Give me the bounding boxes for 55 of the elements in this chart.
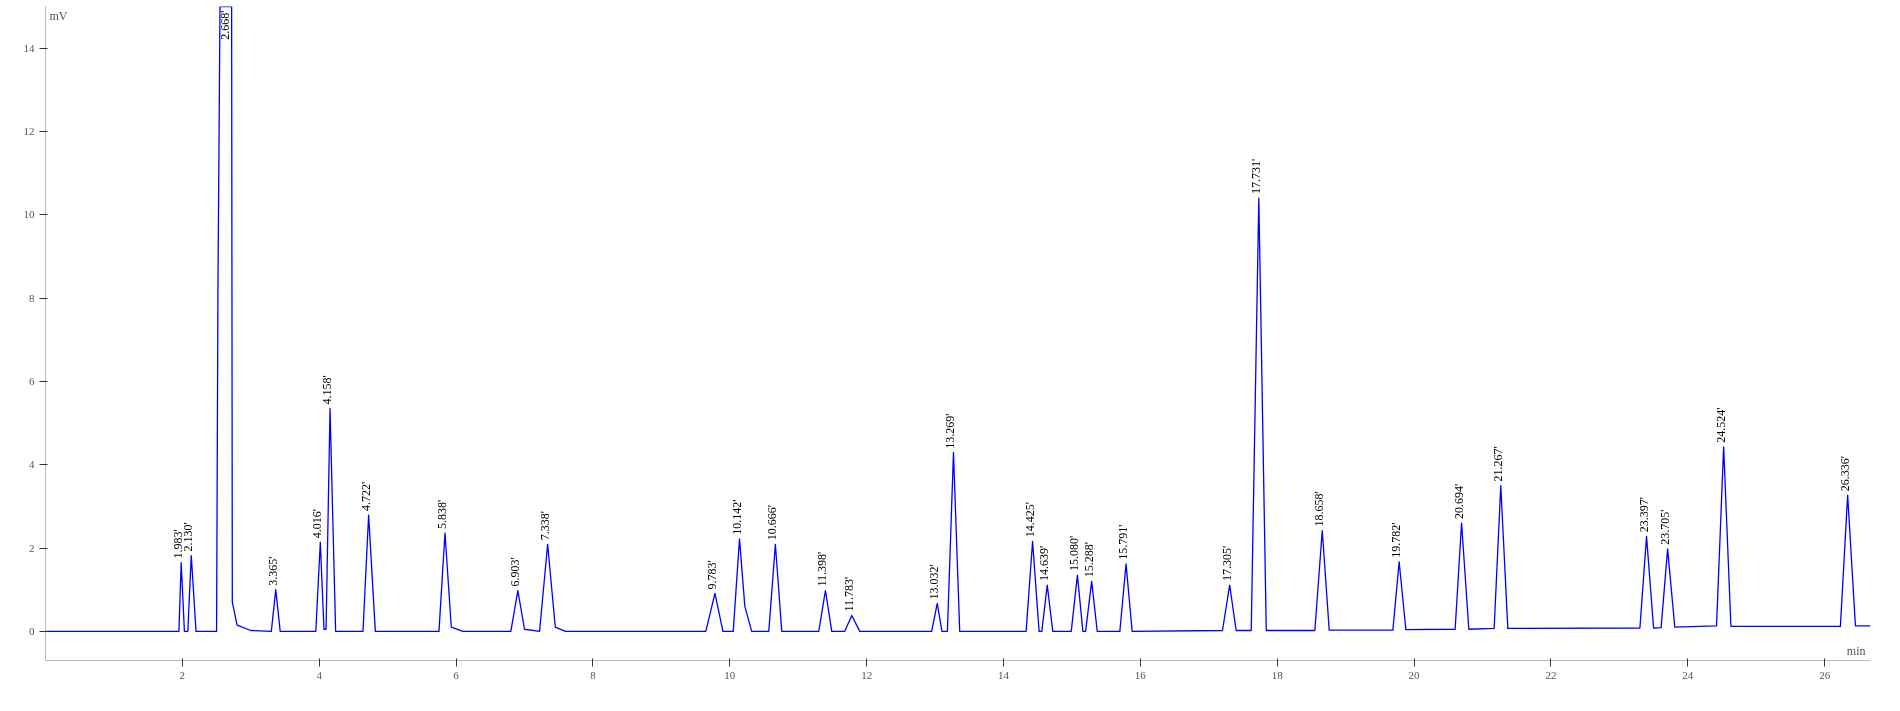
- annotation: 19.782': [1389, 522, 1404, 558]
- annotation: 26.336': [1837, 455, 1852, 492]
- annotation: 14.639': [1037, 545, 1052, 582]
- annotation: 5.838': [434, 499, 449, 530]
- annotation: 4.016': [310, 509, 325, 539]
- annotation: 11.783': [841, 576, 856, 612]
- y-tick-label: 2: [29, 541, 35, 554]
- annotation: 23.705': [1657, 509, 1672, 545]
- annotation: 17.731': [1248, 158, 1263, 195]
- annotation: 14.425': [1022, 502, 1037, 538]
- x-tick-label: 26: [1819, 668, 1831, 681]
- x-tick-label: 10: [724, 668, 736, 681]
- annotation: 4.722': [358, 481, 373, 512]
- y-tick-label: 12: [23, 124, 35, 137]
- y-axis-title: mV: [49, 8, 68, 23]
- x-tick-label: 2: [179, 668, 186, 681]
- annotation: 13.269': [943, 413, 958, 449]
- annotation: 15.791': [1116, 524, 1131, 560]
- x-tick-label: 12: [861, 668, 873, 681]
- y-tick-label: 8: [29, 291, 35, 304]
- annotation: 20.694': [1451, 483, 1466, 520]
- x-tick-label: 18: [1271, 668, 1284, 681]
- annotation: 15.288': [1081, 542, 1096, 578]
- x-tick-label: 4: [316, 668, 323, 681]
- x-tick-label: 8: [590, 668, 597, 681]
- y-tick-label: 14: [23, 41, 35, 54]
- annotation: 4.158': [320, 375, 335, 405]
- annotation: 21.267': [1490, 446, 1505, 482]
- annotation: 18.658': [1312, 491, 1327, 527]
- annotation: 10.142': [729, 499, 744, 535]
- x-tick-label: 20: [1408, 668, 1421, 681]
- x-tick-label: 14: [998, 668, 1010, 681]
- x-tick-label: 22: [1545, 668, 1557, 681]
- annotation: 7.338': [537, 511, 552, 541]
- annotation: 2.130': [181, 522, 196, 552]
- annotation: 24.524': [1713, 407, 1728, 443]
- annotation: 6.903': [507, 557, 522, 587]
- x-tick-label: 24: [1682, 668, 1694, 681]
- x-tick-label: 6: [453, 668, 460, 681]
- y-tick-label: 10: [23, 208, 35, 221]
- y-tick-label: 0: [29, 624, 35, 637]
- line-series: [45, 6, 1871, 632]
- annotation: 13.032': [927, 564, 942, 600]
- annotation: 2.668': [218, 10, 233, 40]
- annotation: 11.398': [815, 551, 830, 587]
- y-tick-label: 6: [29, 374, 35, 387]
- x-axis-title: min: [1846, 643, 1866, 658]
- annotation: 23.397': [1636, 497, 1651, 533]
- x-tick-label: 16: [1134, 668, 1147, 681]
- annotation: 3.365': [265, 556, 280, 586]
- annotation: 10.666': [765, 505, 780, 541]
- annotation: 15.080': [1067, 535, 1082, 572]
- annotation: 17.305': [1219, 545, 1234, 582]
- y-tick-label: 4: [29, 458, 35, 471]
- annotation: 9.783': [704, 560, 719, 590]
